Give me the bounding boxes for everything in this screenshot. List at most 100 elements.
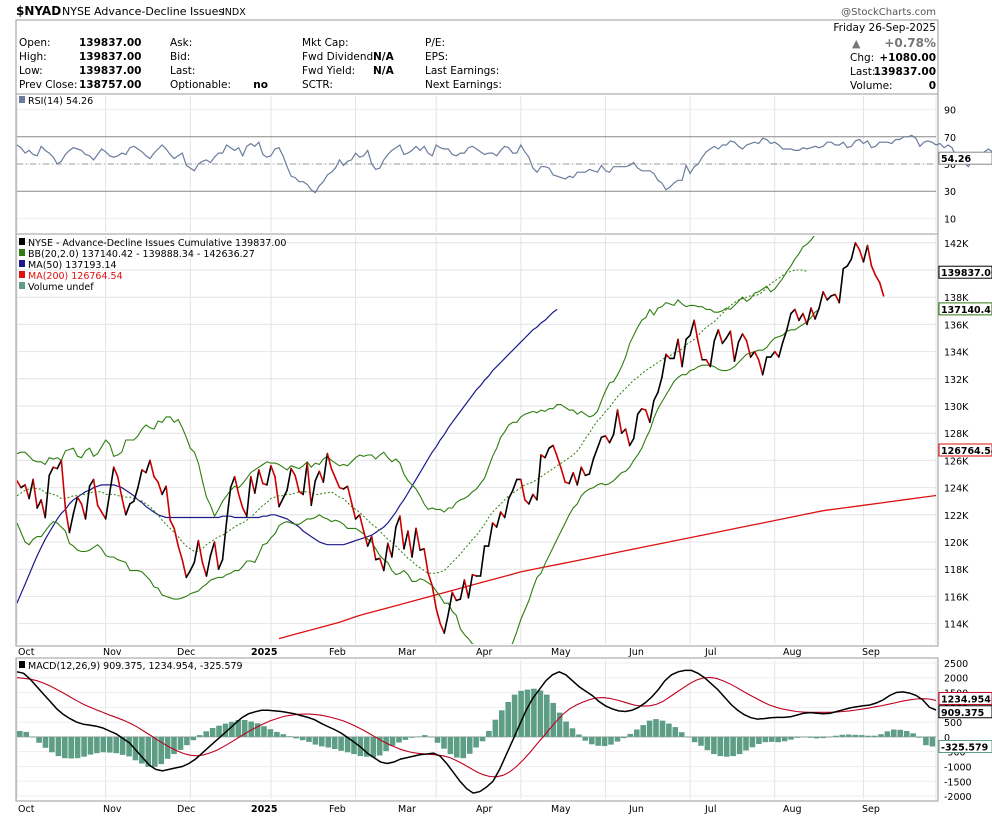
price-segment xyxy=(181,558,188,579)
rsi-y-tick-label: 90 xyxy=(944,106,956,117)
macd-y-tick-label: 2500 xyxy=(944,659,968,670)
price-segment xyxy=(511,478,518,492)
mktcap-label: Mkt Cap: xyxy=(302,37,349,49)
macd-histogram-bar xyxy=(29,736,36,738)
macd-histogram-bar xyxy=(113,736,119,754)
macd-histogram-bar xyxy=(293,736,299,739)
macd-x-tick-label: Feb xyxy=(329,804,346,815)
macd-histogram-bar xyxy=(94,736,100,754)
price-segment xyxy=(572,471,579,486)
price-segment xyxy=(862,244,869,263)
price-x-tick-label: Jul xyxy=(704,647,716,658)
last-label: Last: xyxy=(850,66,875,78)
macd-histogram-bar xyxy=(261,726,267,737)
macd-histogram-bar xyxy=(177,736,184,750)
price-segment xyxy=(125,503,131,516)
security-name: Advance-Decline Issues xyxy=(94,5,224,18)
macd-last-value: 909.375 xyxy=(941,708,984,719)
eps-label: EPS: xyxy=(425,51,448,63)
macd-histogram-bar xyxy=(891,729,897,737)
macd-histogram-bar xyxy=(544,694,550,737)
price-segment xyxy=(878,281,885,297)
price-segment xyxy=(221,520,228,561)
price-segment xyxy=(737,333,744,343)
price-x-tick-label: Aug xyxy=(783,647,802,658)
macd-histogram-bar xyxy=(839,734,846,737)
security-type: INDX xyxy=(222,7,246,18)
price-segment xyxy=(120,496,127,516)
macd-histogram-bar xyxy=(846,734,852,737)
macd-histogram-bar xyxy=(640,725,646,737)
price-segment xyxy=(145,459,151,474)
price-segment xyxy=(826,295,833,301)
price-segment xyxy=(278,497,284,508)
price-segment xyxy=(229,475,236,489)
macd-histogram-bar xyxy=(903,731,910,737)
macd-y-tick-label: -1000 xyxy=(944,762,972,773)
fwd-dividend-value: N/A xyxy=(373,51,395,63)
macd-histogram-bar xyxy=(229,721,235,737)
price-segment xyxy=(382,542,389,572)
price-segment xyxy=(346,485,353,504)
price-segment xyxy=(88,478,95,488)
macd-histogram-bar xyxy=(42,736,49,748)
macd-histogram-bar xyxy=(184,736,190,746)
price-segment xyxy=(36,499,42,509)
price-segment xyxy=(814,307,820,320)
macd-line xyxy=(16,669,937,794)
macd-title: MACD(12,26,9) 909.375, 1234.954, -325.57… xyxy=(28,661,243,672)
bid-label: Bid: xyxy=(170,51,190,63)
macd-x-tick-label: Jul xyxy=(704,804,716,815)
last-earnings-label: Last Earnings: xyxy=(425,65,499,77)
rsi-title: RSI(14) 54.26 xyxy=(28,96,93,107)
price-segment xyxy=(697,341,704,361)
price-segment xyxy=(32,478,38,509)
macd-histogram-bar xyxy=(486,731,492,737)
macd-histogram-bar xyxy=(447,736,454,755)
price-segment xyxy=(286,467,292,492)
hist-last-value: -325.579 xyxy=(941,743,988,754)
macd-histogram-bar xyxy=(929,736,936,747)
price-x-tick-label: Oct xyxy=(18,647,35,658)
volume-legend-swatch xyxy=(19,282,25,289)
macd-y-tick-label: -500 xyxy=(944,748,966,759)
price-segment xyxy=(544,447,550,459)
bb-upper-line xyxy=(17,236,815,518)
price-x-tick-label: Feb xyxy=(329,647,346,658)
macd-histogram-bar xyxy=(338,736,344,751)
macd-histogram-bar xyxy=(241,720,248,737)
macd-histogram-bar xyxy=(87,736,94,755)
price-segment xyxy=(104,492,111,520)
macd-histogram-bar xyxy=(203,731,209,737)
price-segment xyxy=(233,475,240,496)
macd-histogram-bar xyxy=(794,736,801,738)
rsi-last-value: 54.26 xyxy=(941,154,971,165)
price-segment xyxy=(528,493,534,505)
price-segment xyxy=(241,507,248,517)
macd-x-tick-label: Nov xyxy=(103,804,122,815)
price-segment xyxy=(40,499,47,519)
hist-last-value-box xyxy=(938,740,992,754)
price-segment xyxy=(592,447,599,460)
price-segment xyxy=(753,350,760,361)
bb-legend-swatch xyxy=(19,249,25,256)
price-title: NYSE - Advance-Decline Issues Cumulative… xyxy=(28,238,286,249)
price-segment xyxy=(495,511,502,528)
macd-histogram-bar xyxy=(646,720,653,737)
price-segment xyxy=(395,515,401,528)
macd-histogram-bar xyxy=(319,736,325,747)
macd-histogram-bar xyxy=(492,719,499,737)
price-y-tick-label: 128K xyxy=(944,429,969,440)
macd-histogram-bar xyxy=(306,736,312,742)
header-panel xyxy=(15,19,939,95)
price-segment xyxy=(778,341,784,358)
macd-histogram-bar xyxy=(768,736,775,742)
price-segment xyxy=(769,350,776,358)
macd-histogram-bar xyxy=(762,736,769,743)
price-segment xyxy=(689,319,695,337)
price-segment xyxy=(870,265,877,277)
macd-x-tick-label: Jun xyxy=(628,804,644,815)
price-segment xyxy=(491,522,498,528)
macd-y-tick-label: 0 xyxy=(944,733,950,744)
symbol: $NYAD xyxy=(16,4,61,18)
